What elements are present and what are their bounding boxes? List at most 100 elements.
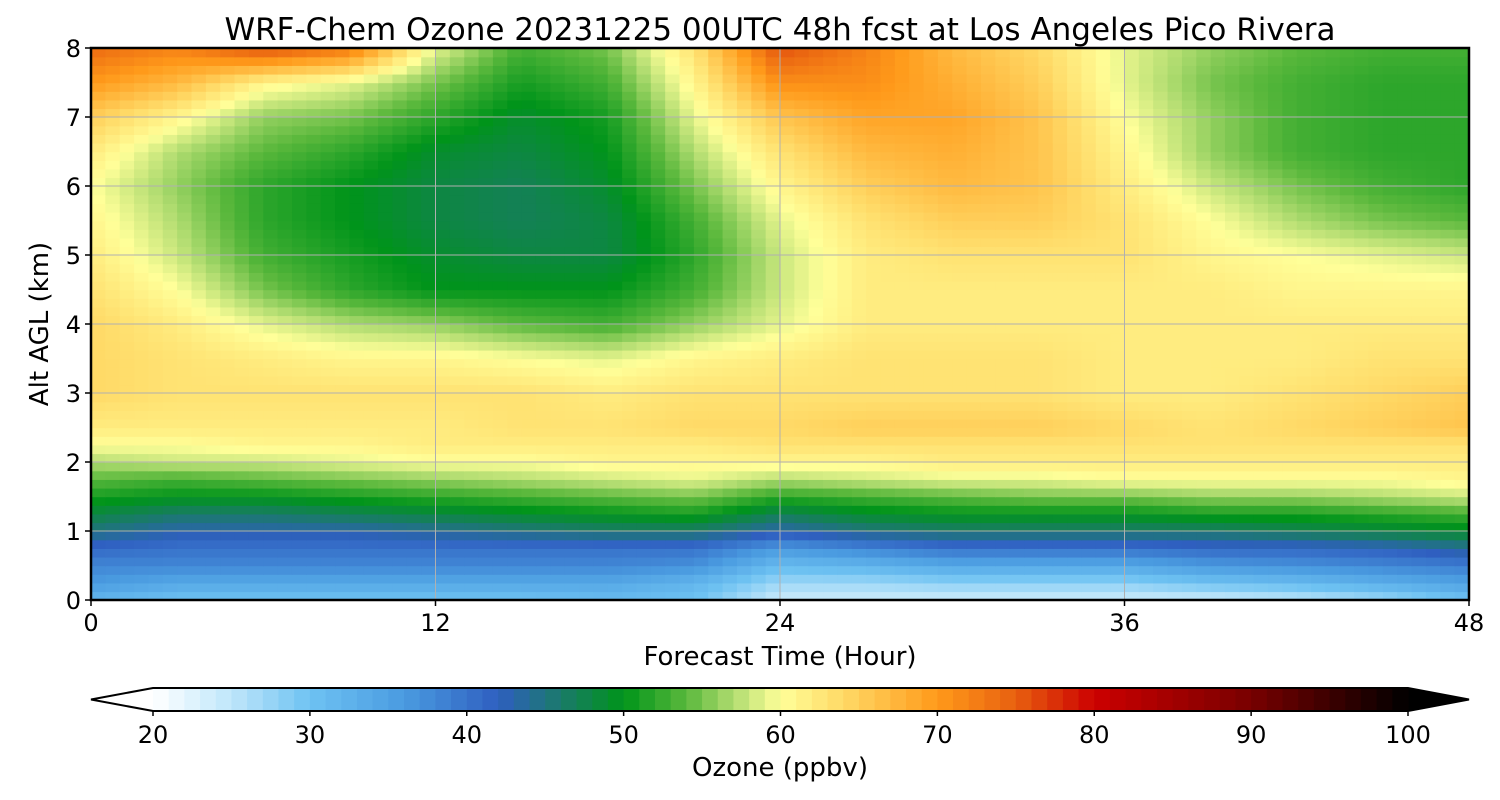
heatmap-cell xyxy=(765,505,781,515)
heatmap-cell xyxy=(550,548,566,558)
heatmap-cell xyxy=(780,151,796,161)
heatmap-cell xyxy=(1110,462,1126,472)
heatmap-cell xyxy=(636,177,652,187)
heatmap-cell xyxy=(1124,539,1140,549)
heatmap-cell xyxy=(435,229,451,239)
heatmap-cell xyxy=(1282,194,1298,204)
heatmap-cell xyxy=(952,341,968,351)
heatmap-cell xyxy=(1210,591,1226,600)
heatmap-cell xyxy=(191,591,207,600)
heatmap-cell xyxy=(708,522,724,532)
heatmap-cell xyxy=(134,410,150,420)
heatmap-cell xyxy=(636,315,652,325)
heatmap-cell xyxy=(665,479,681,489)
heatmap-cell xyxy=(1239,289,1255,299)
heatmap-cell xyxy=(1454,332,1469,342)
heatmap-cell xyxy=(1325,306,1341,317)
heatmap-cell xyxy=(923,401,939,411)
heatmap-cell xyxy=(205,470,221,480)
heatmap-cell xyxy=(1368,280,1384,291)
heatmap-cell xyxy=(320,470,336,480)
heatmap-cell xyxy=(665,160,681,170)
heatmap-cell xyxy=(1038,410,1054,420)
heatmap-cell xyxy=(1153,255,1169,265)
heatmap-cell xyxy=(277,444,293,455)
heatmap-cell xyxy=(765,384,781,394)
heatmap-cell xyxy=(1153,220,1169,230)
heatmap-cell xyxy=(866,539,882,549)
heatmap-cell xyxy=(1282,246,1298,256)
heatmap-cell xyxy=(966,453,982,463)
heatmap-cell xyxy=(464,367,480,377)
heatmap-cell xyxy=(291,229,308,239)
heatmap-cell xyxy=(320,539,336,549)
heatmap-cell xyxy=(306,186,322,196)
heatmap-cell xyxy=(1425,565,1441,575)
heatmap-cell xyxy=(894,367,910,377)
heatmap-cell xyxy=(765,565,781,575)
heatmap-cell xyxy=(1110,160,1126,170)
heatmap-cell xyxy=(1282,220,1298,230)
heatmap-cell xyxy=(177,505,193,515)
heatmap-cell xyxy=(693,203,709,213)
heatmap-cell xyxy=(1167,582,1183,593)
heatmap-cell xyxy=(1095,556,1111,567)
heatmap-cell xyxy=(665,324,681,334)
heatmap-cell xyxy=(765,393,781,403)
heatmap-cell xyxy=(1397,151,1413,161)
heatmap-cell xyxy=(1354,151,1370,161)
heatmap-cell xyxy=(378,393,394,403)
heatmap-cell xyxy=(650,513,666,524)
heatmap-cell xyxy=(937,565,953,575)
heatmap-cell xyxy=(464,591,480,600)
heatmap-cell xyxy=(492,591,508,600)
heatmap-cell xyxy=(306,341,322,351)
heatmap-cell xyxy=(1167,539,1183,549)
heatmap-cell xyxy=(823,418,839,429)
heatmap-cell xyxy=(1224,505,1241,515)
heatmap-cell xyxy=(349,479,365,489)
heatmap-cell xyxy=(1224,556,1241,567)
heatmap-cell xyxy=(894,272,910,282)
heatmap-cell xyxy=(507,582,523,593)
heatmap-cell xyxy=(406,393,422,403)
heatmap-cell xyxy=(306,211,322,222)
heatmap-cell xyxy=(1153,393,1169,403)
heatmap-cell xyxy=(464,375,480,386)
heatmap-cell xyxy=(894,496,910,506)
heatmap-cell xyxy=(1052,168,1068,179)
heatmap-cell xyxy=(1311,487,1327,498)
heatmap-cell xyxy=(1138,211,1154,222)
heatmap-cell xyxy=(966,160,982,170)
heatmap-cell xyxy=(909,436,925,446)
heatmap-cell xyxy=(234,591,250,600)
heatmap-cell xyxy=(693,505,709,515)
heatmap-cell xyxy=(837,255,853,265)
heatmap-cell xyxy=(1382,393,1398,403)
heatmap-cell xyxy=(937,513,953,524)
heatmap-cell xyxy=(636,289,652,299)
heatmap-cell xyxy=(406,306,422,317)
heatmap-cell xyxy=(679,462,695,472)
heatmap-cell xyxy=(406,531,422,541)
heatmap-cell xyxy=(679,574,695,584)
heatmap-cell xyxy=(349,410,365,420)
heatmap-cell xyxy=(191,522,207,532)
heatmap-cell xyxy=(1268,470,1284,480)
heatmap-cell xyxy=(162,289,178,299)
heatmap-cell xyxy=(593,298,609,308)
heatmap-cell xyxy=(937,203,953,213)
heatmap-cell xyxy=(679,263,695,273)
heatmap-cell xyxy=(564,539,580,549)
heatmap-cell xyxy=(191,539,207,549)
heatmap-cell xyxy=(1425,384,1441,394)
heatmap-cell xyxy=(1253,211,1269,222)
heatmap-cell xyxy=(1067,349,1083,360)
heatmap-cell xyxy=(708,263,724,273)
heatmap-cell xyxy=(1138,151,1154,161)
heatmap-cell xyxy=(823,444,839,455)
heatmap-cell xyxy=(593,384,609,394)
heatmap-cell xyxy=(1440,263,1456,273)
heatmap-cell xyxy=(1339,203,1355,213)
heatmap-cell xyxy=(1282,186,1298,196)
